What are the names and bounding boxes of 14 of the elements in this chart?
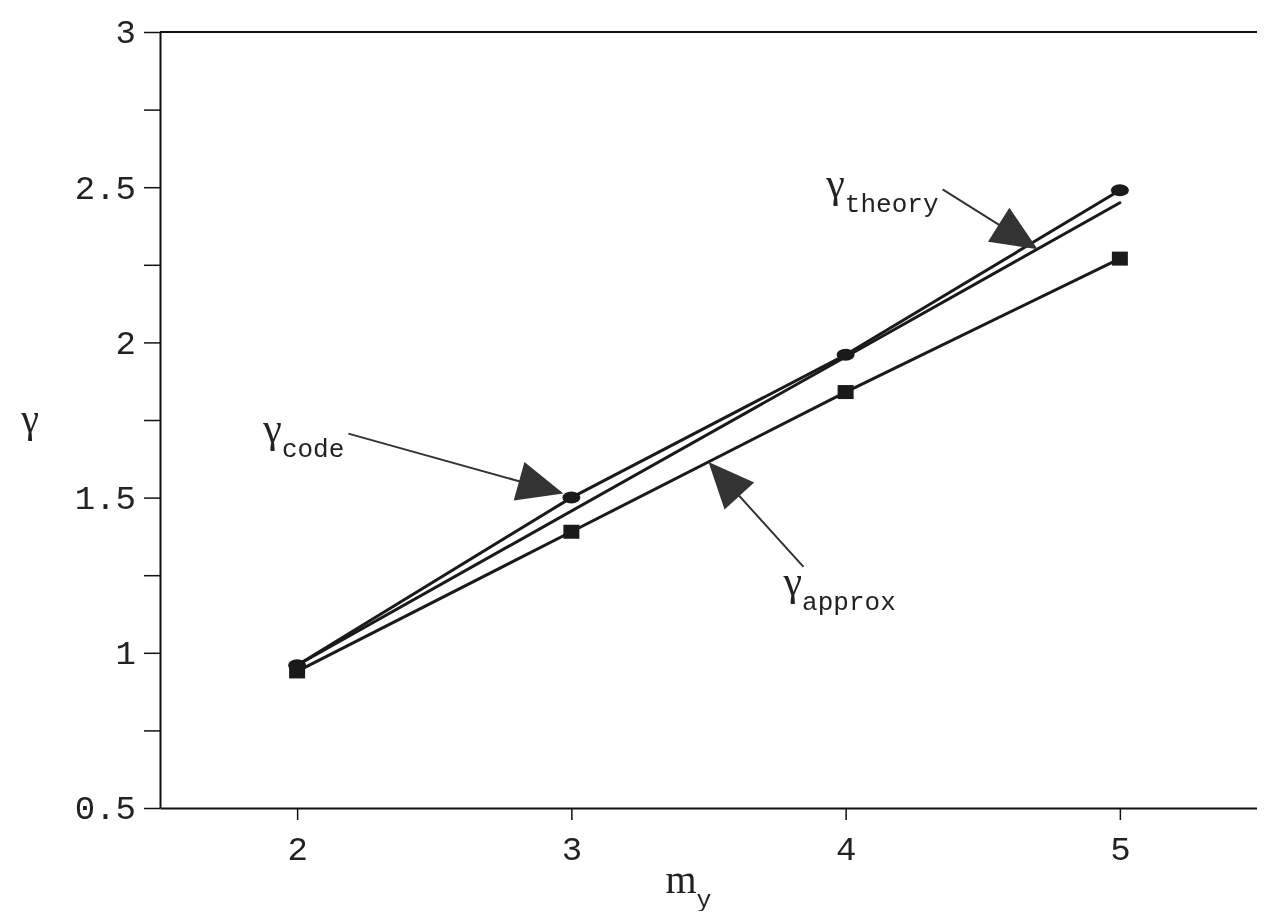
y-tick-label: 2 <box>115 325 136 364</box>
x-tick-label: 4 <box>835 832 857 871</box>
x-tick-label: 2 <box>287 832 308 871</box>
y-tick-label: 3 <box>115 15 136 54</box>
annotation: γ$_{code}$ <box>262 404 345 465</box>
y-axis-title: γ <box>20 396 39 441</box>
y-tick-label: 1.5 <box>74 480 136 519</box>
y-tick-label: 2.5 <box>74 170 136 209</box>
annotation: γ$_{approx}$ <box>782 557 896 618</box>
y-tick-label: 0.5 <box>74 791 136 830</box>
x-tick-label: 3 <box>561 832 583 871</box>
annotation: γ$_{theory}$ <box>825 160 939 221</box>
y-tick-label: 1 <box>115 636 136 675</box>
x-tick-label: 5 <box>1110 832 1131 871</box>
